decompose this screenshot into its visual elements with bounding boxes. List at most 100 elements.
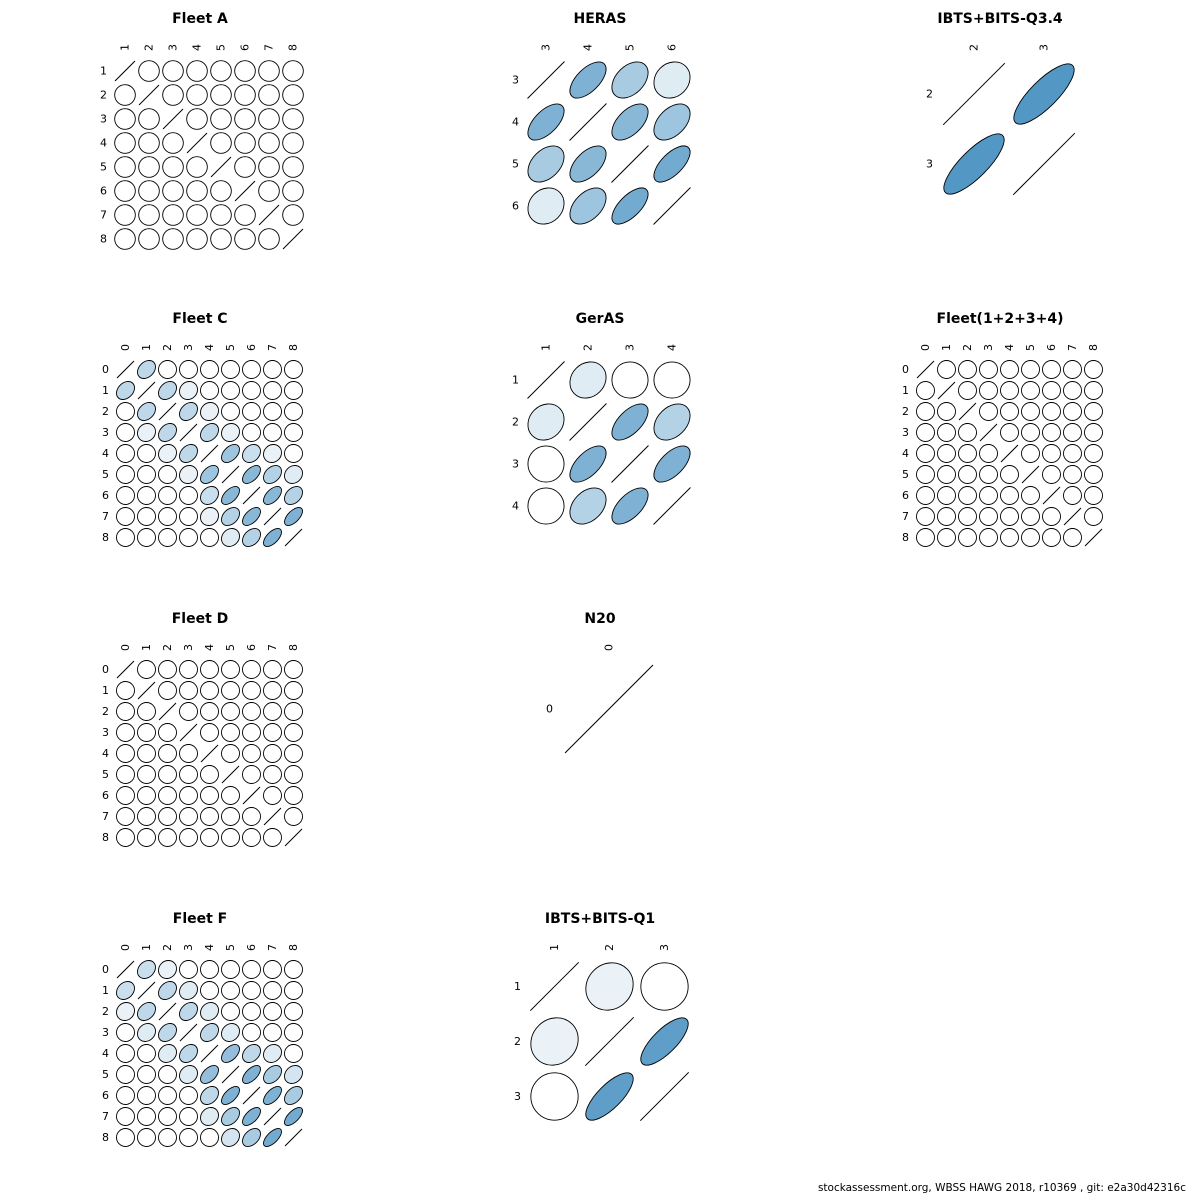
panel-title-fleet-d: Fleet D — [171, 611, 229, 627]
diagonal-cell — [1021, 465, 1039, 484]
corr-cell — [157, 765, 177, 784]
row-label: 5 — [902, 468, 909, 481]
corr-cell — [178, 807, 198, 826]
corr-cell — [234, 228, 256, 250]
corr-cell — [262, 1023, 282, 1042]
corr-cell — [234, 156, 256, 178]
row-label: 3 — [514, 1090, 521, 1103]
corr-cell — [136, 828, 156, 847]
corr-cell — [199, 465, 219, 484]
corr-cell — [241, 660, 261, 679]
corr-cell — [138, 132, 160, 154]
corr-cell — [178, 660, 198, 679]
corr-cell — [157, 381, 177, 400]
corr-cell — [178, 1128, 198, 1147]
row-label: 0 — [546, 703, 553, 716]
corr-cell — [283, 723, 303, 742]
corr-cell — [527, 445, 565, 483]
diagonal-cell — [137, 681, 155, 700]
corr-cell — [157, 660, 177, 679]
col-label: 3 — [182, 644, 195, 651]
corr-cell — [283, 465, 303, 484]
corr-cell — [241, 744, 261, 763]
corr-cell — [957, 423, 977, 442]
corr-cell — [611, 403, 649, 441]
corr-cell — [258, 228, 280, 250]
panel-ibts-bits-q3-4: IBTS+BITS-Q3.4 2 3 2 3 — [915, 0, 1085, 209]
corr-cell — [1083, 423, 1103, 442]
corr-cell — [115, 807, 135, 826]
corr-cell — [262, 1002, 282, 1021]
corr-cell — [262, 528, 282, 547]
corr-cell — [283, 444, 303, 463]
corr-cell — [1062, 528, 1082, 547]
corr-cell — [186, 156, 208, 178]
corr-cell — [210, 228, 232, 250]
matrix-wrap-fleet-a: 1 2 3 4 5 6 7 8 1 2 3 4 5 6 7 8 — [89, 33, 311, 261]
corr-cell — [611, 103, 649, 141]
corr-cell — [220, 486, 240, 505]
corr-cell — [157, 1023, 177, 1042]
corr-cell — [138, 228, 160, 250]
row-label: 5 — [102, 768, 109, 781]
corr-cell — [258, 60, 280, 82]
row-label: 6 — [102, 489, 109, 502]
corr-cell — [178, 1086, 198, 1105]
col-label: 4 — [1003, 344, 1016, 351]
corr-cell — [915, 507, 935, 526]
panel-fleet-c: Fleet C 0 1 2 3 4 5 6 7 8 0 1 2 3 4 5 6 7 8 — [91, 300, 310, 558]
corr-cell — [220, 1128, 240, 1147]
corr-cell — [136, 1128, 156, 1147]
corr-cell — [114, 180, 136, 202]
col-label: 4 — [191, 44, 204, 51]
col-label: 0 — [919, 344, 932, 351]
correlation-matrix-fleet-d: 0 1 2 3 4 5 6 7 8 0 1 2 3 4 5 6 7 8 — [102, 644, 303, 847]
row-label: 2 — [512, 416, 519, 429]
corr-cell — [138, 180, 160, 202]
corr-cell — [178, 402, 198, 421]
corr-cell — [199, 981, 219, 1000]
corr-cell — [157, 744, 177, 763]
correlation-matrix-fleet-a: 1 2 3 4 5 6 7 8 1 2 3 4 5 6 7 8 — [100, 44, 304, 250]
diagonal-cell — [242, 1086, 260, 1105]
row-label: 5 — [102, 1068, 109, 1081]
corr-cell — [611, 187, 649, 225]
corr-cell — [157, 681, 177, 700]
row-label: 7 — [102, 810, 109, 823]
corr-cell — [115, 1128, 135, 1147]
row-label: 4 — [100, 137, 107, 150]
corr-cell — [957, 444, 977, 463]
col-label: 0 — [603, 644, 616, 651]
corr-cell — [178, 702, 198, 721]
diagonal-cell — [162, 108, 184, 130]
diagonal-cell — [221, 1065, 239, 1084]
corr-cell — [978, 402, 998, 421]
corr-cell — [1062, 465, 1082, 484]
corr-cell — [999, 402, 1019, 421]
corr-cell — [178, 981, 198, 1000]
corr-cell — [241, 507, 261, 526]
corr-cell — [936, 423, 956, 442]
corr-cell — [178, 1002, 198, 1021]
corr-cell — [220, 723, 240, 742]
corr-cell — [639, 1017, 689, 1066]
corr-cell — [199, 507, 219, 526]
corr-cell — [220, 744, 240, 763]
row-label: 8 — [100, 233, 107, 246]
corr-cell — [178, 828, 198, 847]
corr-cell — [283, 423, 303, 442]
col-label: 3 — [624, 344, 637, 351]
corr-cell — [283, 1065, 303, 1084]
corr-cell — [136, 444, 156, 463]
corr-cell — [138, 60, 160, 82]
corr-cell — [241, 381, 261, 400]
correlation-matrix-fleet-c: 0 1 2 3 4 5 6 7 8 0 1 2 3 4 5 6 7 8 — [102, 344, 303, 547]
corr-cell — [115, 507, 135, 526]
diagonal-cell — [1063, 507, 1081, 526]
row-label: 1 — [902, 384, 909, 397]
corr-cell — [186, 204, 208, 226]
corr-cell — [1041, 528, 1061, 547]
row-label: 1 — [100, 65, 107, 78]
corr-cell — [199, 660, 219, 679]
row-label: 3 — [512, 458, 519, 471]
